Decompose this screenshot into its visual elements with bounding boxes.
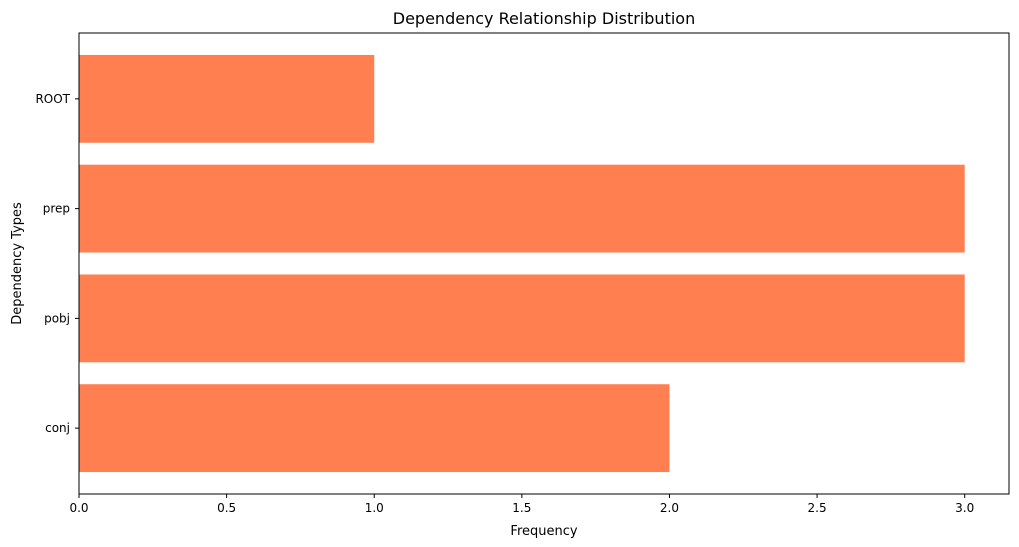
x-tick-label: 2.5 — [808, 501, 827, 515]
y-tick-label: conj — [45, 421, 70, 435]
y-tick-label: pobj — [44, 311, 70, 325]
x-tick-label: 0.0 — [69, 501, 88, 515]
x-tick-label: 0.5 — [217, 501, 236, 515]
y-tick-label: prep — [43, 202, 70, 216]
x-axis-label: Frequency — [510, 524, 577, 539]
chart-title: Dependency Relationship Distribution — [393, 9, 695, 28]
x-tick-label: 1.0 — [365, 501, 384, 515]
bar-prep — [79, 164, 965, 253]
y-tick-label: ROOT — [35, 92, 70, 106]
x-tick-label: 1.5 — [512, 501, 531, 515]
y-axis-ticks: conj pobj prep ROOT — [35, 92, 79, 435]
x-tick-label: 3.0 — [955, 501, 974, 515]
bar-pobj — [79, 274, 965, 363]
bar-root — [79, 54, 375, 143]
bar-conj — [79, 384, 670, 473]
bars — [79, 54, 965, 473]
x-axis-ticks: 0.0 0.5 1.0 1.5 2.0 2.5 3.0 — [69, 494, 974, 515]
x-tick-label: 2.0 — [660, 501, 679, 515]
plot-frame — [78, 32, 1010, 495]
y-axis-label: Dependency Types — [10, 202, 25, 325]
